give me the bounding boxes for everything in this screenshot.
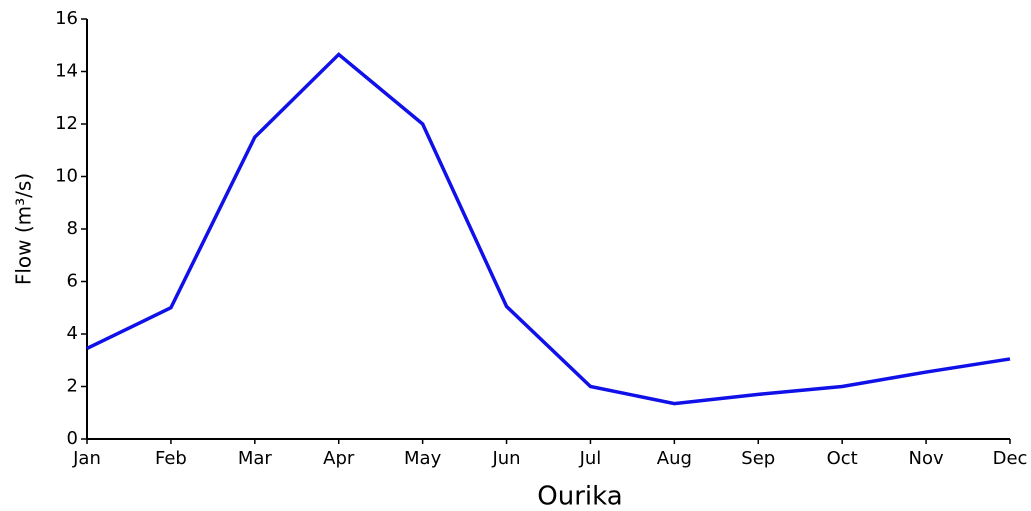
x-tick-label: Mar — [238, 448, 273, 469]
y-tick-label: 14 — [55, 61, 78, 82]
y-tick-label: 8 — [67, 218, 78, 239]
y-tick-label: 2 — [67, 376, 78, 397]
x-tick-label: Nov — [909, 448, 944, 469]
y-tick-label: 16 — [55, 8, 78, 29]
y-tick-label: 0 — [67, 428, 78, 449]
x-tick-label: Jul — [579, 448, 602, 469]
x-tick-label: Jan — [72, 448, 101, 469]
x-tick-label: May — [404, 448, 442, 469]
x-tick-label: Sep — [741, 448, 775, 469]
x-tick-label: Aug — [657, 448, 692, 469]
y-tick-label: 4 — [67, 323, 78, 344]
y-tick-label: 12 — [55, 113, 78, 134]
x-axis-title: Ourika — [537, 482, 622, 511]
x-tick-label: Dec — [993, 448, 1028, 469]
x-tick-label: Feb — [155, 448, 187, 469]
x-tick-label: Jun — [491, 448, 520, 469]
y-tick-label: 10 — [55, 166, 78, 187]
x-tick-label: Apr — [323, 448, 355, 469]
y-tick-label: 6 — [67, 271, 78, 292]
line — [86, 52, 1011, 406]
x-tick-label: Oct — [827, 448, 858, 469]
y-axis-title: Flow (m³/s) — [12, 173, 36, 285]
